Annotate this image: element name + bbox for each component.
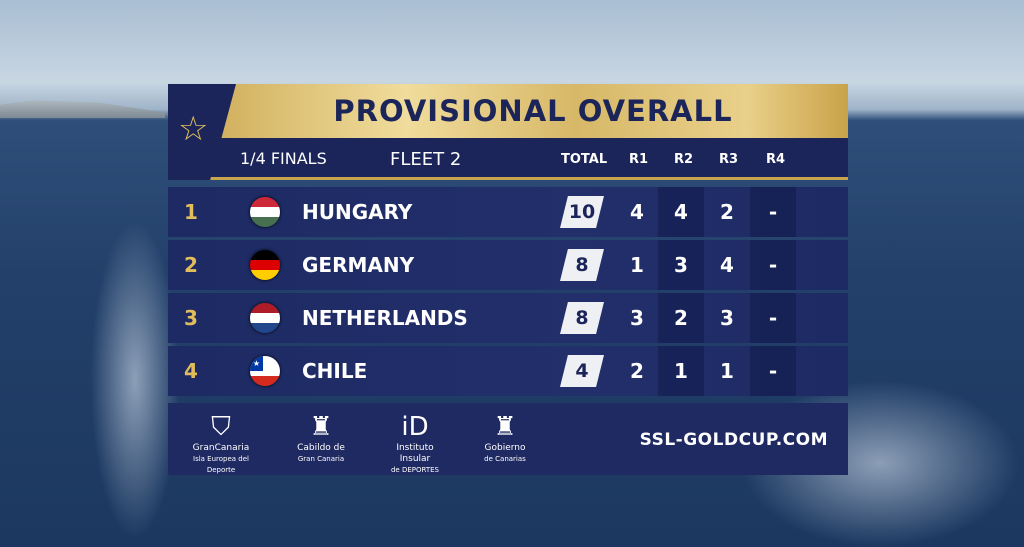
r3-score: 1 (720, 359, 734, 383)
r2-score: 1 (674, 359, 688, 383)
standings-panel: ☆ PROVISIONAL OVERALL 1/4 FINALS FLEET 2… (168, 84, 848, 475)
country-name: GERMANY (302, 253, 415, 277)
r4-score: - (768, 359, 778, 383)
country-name: HUNGARY (302, 200, 413, 224)
total-score: 8 (560, 249, 604, 281)
coastline (0, 100, 165, 118)
r1-score: 1 (630, 253, 644, 277)
column-shade (750, 346, 796, 396)
rank: 1 (184, 200, 198, 224)
boat-wake (90, 220, 180, 540)
sponsor-logo: iD Instituto Insular de DEPORTES (380, 411, 450, 476)
total-score: 10 (560, 196, 604, 228)
website-link[interactable]: SSL-GOLDCUP.COM (639, 430, 828, 450)
sponsor-footer: ⛉ GranCanaria Isla Europea del Deporte ♜ Cab… (168, 403, 848, 475)
logo-line1: Instituto Insular (396, 443, 434, 464)
rank: 3 (184, 306, 198, 330)
country-name: CHILE (302, 359, 368, 383)
column-shade (750, 240, 796, 290)
logo-line2: de Canarias (484, 455, 526, 463)
flag-canton: ★ (250, 356, 263, 371)
column-shade (658, 240, 704, 290)
island-icon: ⛉ (211, 412, 231, 442)
table-row: 3 NETHERLANDS 8 3 2 3 - (168, 293, 848, 343)
r3-score: 2 (720, 200, 734, 224)
logo-line2: Gran Canaria (297, 455, 345, 463)
column-shade (750, 293, 796, 343)
r1-score: 4 (630, 200, 644, 224)
country-name: NETHERLANDS (302, 306, 468, 330)
total-score: 8 (560, 302, 604, 334)
coat-of-arms-icon: ♜ (493, 412, 517, 442)
column-shade (658, 346, 704, 396)
col-r1: R1 (629, 152, 649, 167)
stage-label: 1/4 FINALS (240, 149, 327, 168)
page-title: PROVISIONAL OVERALL (333, 94, 733, 128)
r4-score: - (768, 306, 778, 330)
r3-score: 4 (720, 253, 734, 277)
sponsor-logo: ♜ Gobierno de Canarias (470, 411, 540, 465)
column-shade (750, 187, 796, 237)
star-icon: ☆ (178, 109, 209, 149)
logo-line1: Cabildo de (297, 443, 345, 453)
column-shade (658, 187, 704, 237)
r4-score: - (768, 253, 778, 277)
r2-score: 3 (674, 253, 688, 277)
sponsor-logo: ⛉ GranCanaria Isla Europea del Deporte (186, 411, 256, 476)
r4-score: - (768, 200, 778, 224)
column-shade (658, 293, 704, 343)
r1-score: 3 (630, 306, 644, 330)
flag-icon (250, 303, 280, 333)
logo-line2: de DEPORTES (390, 466, 439, 474)
coat-of-arms-icon: ♜ (309, 412, 333, 442)
col-r2: R2 (674, 152, 694, 167)
total-score: 4 (560, 355, 604, 387)
r2-score: 2 (674, 306, 688, 330)
flag-icon (250, 197, 280, 227)
logo-line1: GranCanaria (192, 443, 250, 453)
logo-line1: Gobierno (484, 443, 526, 453)
r1-score: 2 (630, 359, 644, 383)
col-total: TOTAL (561, 152, 608, 167)
id-logo-icon: iD (401, 412, 429, 442)
col-r4: R4 (766, 152, 786, 167)
rank: 2 (184, 253, 198, 277)
table-row: 4 ★ CHILE 4 2 1 1 - (168, 346, 848, 396)
table-row: 2 GERMANY 8 1 3 4 - (168, 240, 848, 290)
rank: 4 (184, 359, 198, 383)
r2-score: 4 (674, 200, 688, 224)
r3-score: 3 (720, 306, 734, 330)
flag-icon (250, 250, 280, 280)
sub-header: 1/4 FINALS FLEET 2 TOTAL R1 R2 R3 R4 (168, 138, 848, 180)
logo-line2: Isla Europea del Deporte (193, 455, 249, 474)
fleet-label: FLEET 2 (390, 149, 462, 170)
flag-icon: ★ (250, 356, 280, 386)
sponsor-logo: ♜ Cabildo de Gran Canaria (286, 411, 356, 465)
table-row: 1 HUNGARY 10 4 4 2 - (168, 187, 848, 237)
col-r3: R3 (719, 152, 739, 167)
title-bar: PROVISIONAL OVERALL (168, 84, 848, 138)
